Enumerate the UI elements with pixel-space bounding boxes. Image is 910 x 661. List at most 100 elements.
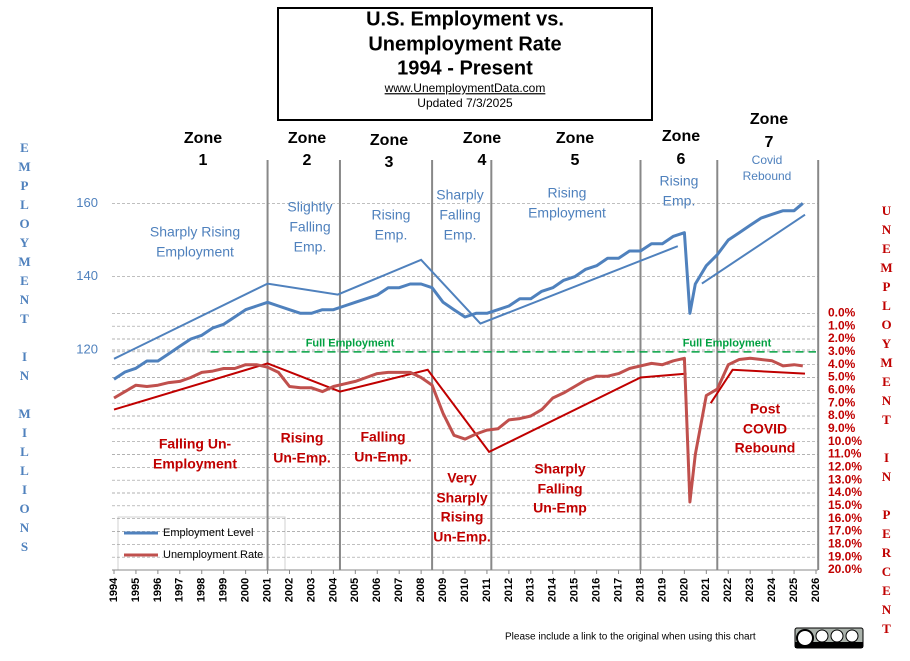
- unemployment-note: Falling: [537, 481, 582, 497]
- x-tick-label: 2003: [305, 578, 317, 602]
- updated-date: Updated 7/3/2025: [417, 96, 513, 110]
- x-tick-label: 1998: [196, 578, 208, 602]
- employment-note: Covid: [752, 153, 783, 167]
- y2-tick-label: 5.0%: [828, 370, 856, 384]
- unemployment-note: Post: [750, 401, 781, 417]
- zone-label: Zone: [288, 130, 326, 147]
- employment-note: Emp.: [663, 193, 696, 209]
- x-tick-label: 2021: [700, 578, 712, 602]
- x-tick-label: 2012: [503, 578, 515, 602]
- x-tick-label: 2017: [612, 578, 624, 602]
- y2-tick-label: 0.0%: [828, 306, 856, 320]
- employment-note: Rebound: [743, 169, 792, 183]
- y2-axis-label: UNEMPLOYMENT IN PERCENT: [879, 203, 894, 640]
- legend-label: Employment Level: [163, 527, 254, 539]
- x-tick-label: 2008: [415, 578, 427, 602]
- x-tick-label: 2014: [547, 577, 559, 602]
- employment-note: Employment: [528, 205, 606, 221]
- y2-tick-label: 7.0%: [828, 395, 856, 409]
- x-tick-label: 1997: [174, 578, 186, 602]
- title-box: [277, 7, 653, 121]
- unemployment-note: Un-Emp: [533, 500, 587, 516]
- y-tick-label: 140: [76, 268, 98, 283]
- x-tick-label: 2026: [810, 578, 822, 602]
- zone-label: Zone: [463, 130, 501, 147]
- y2-tick-label: 15.0%: [828, 498, 862, 512]
- employment-note: Falling: [439, 207, 480, 223]
- x-tick-label: 2007: [393, 578, 405, 602]
- unemployment-note: Falling Un-: [159, 436, 232, 452]
- unemployment-note: Rebound: [735, 440, 796, 456]
- y2-tick-label: 4.0%: [828, 357, 856, 371]
- x-tick-label: 2000: [240, 578, 252, 602]
- y2-tick-label: 11.0%: [828, 447, 862, 461]
- unemployment-note: Sharply: [436, 490, 488, 506]
- legend-label: Unemployment Rate: [163, 549, 263, 561]
- x-tick-label: 2018: [634, 578, 646, 602]
- y2-tick-label: 14.0%: [828, 485, 862, 499]
- x-tick-label: 2010: [459, 578, 471, 602]
- employment-note: Slightly: [287, 199, 332, 215]
- employment-note: Rising: [548, 185, 587, 201]
- x-tick-label: 2006: [371, 578, 383, 602]
- zone-number: 4: [478, 152, 487, 169]
- chart-title: U.S. Employment vs.: [366, 8, 564, 30]
- x-tick-label: 2004: [327, 577, 339, 602]
- trend-line: [113, 362, 806, 454]
- x-tick-label: 1999: [218, 578, 230, 602]
- y2-tick-label: 1.0%: [828, 318, 856, 332]
- chart-title: 1994 - Present: [397, 57, 533, 79]
- zone-number: 7: [765, 134, 774, 151]
- source-link[interactable]: www.UnemploymentData.com: [384, 81, 546, 95]
- x-tick-label: 2020: [678, 578, 690, 602]
- x-tick-label: 1994: [108, 577, 120, 602]
- employment-note: Sharply Rising: [150, 224, 240, 240]
- unemployment-note: Very: [447, 470, 477, 486]
- unemployment-note: Rising: [281, 430, 324, 446]
- trend-line: [113, 213, 806, 360]
- x-tick-label: 2002: [283, 578, 295, 602]
- x-tick-label: 2019: [656, 578, 668, 602]
- series-line: [113, 356, 804, 504]
- employment-note: Employment: [156, 244, 234, 260]
- cc-badge: [794, 627, 864, 649]
- x-tick-label: 2013: [525, 578, 537, 602]
- unemployment-note: Rising: [441, 509, 484, 525]
- y2-tick-label: 19.0%: [828, 549, 862, 563]
- y2-tick-label: 9.0%: [828, 421, 856, 435]
- zone-label: Zone: [370, 132, 408, 149]
- unemployment-note: Employment: [153, 456, 237, 472]
- x-tick-label: 1995: [130, 578, 142, 602]
- footer-note: Please include a link to the original wh…: [505, 632, 756, 643]
- employment-note: Emp.: [444, 227, 477, 243]
- series-line: [113, 202, 804, 381]
- full-employment-label: Full Employment: [306, 338, 395, 350]
- x-tick-label: 2024: [766, 577, 778, 602]
- x-tick-label: 2015: [569, 578, 581, 602]
- unemployment-note: Sharply: [534, 461, 586, 477]
- employment-note: Rising: [660, 173, 699, 189]
- x-tick-label: 2025: [788, 578, 800, 602]
- zone-label: Zone: [662, 128, 700, 145]
- zone-number: 6: [677, 151, 686, 168]
- zone-number: 1: [199, 152, 208, 169]
- x-tick-label: 2005: [349, 578, 361, 602]
- y2-tick-label: 17.0%: [828, 524, 862, 538]
- zone-label: Zone: [750, 111, 788, 128]
- y2-tick-label: 18.0%: [828, 537, 862, 551]
- y2-tick-label: 16.0%: [828, 511, 862, 525]
- x-tick-label: 2016: [591, 578, 603, 602]
- unemployment-note: Un-Emp.: [433, 529, 491, 545]
- y2-tick-label: 6.0%: [828, 383, 856, 397]
- y2-tick-label: 3.0%: [828, 344, 856, 358]
- unemployment-note: COVID: [743, 421, 787, 437]
- legend-box: [117, 516, 286, 571]
- zone-number: 2: [303, 152, 312, 169]
- employment-note: Emp.: [375, 227, 408, 243]
- employment-note: Emp.: [294, 239, 327, 255]
- employment-note: Sharply: [436, 187, 483, 203]
- employment-note: Rising: [372, 207, 411, 223]
- y-axis-label: EMPLOYMENT IN MILLIONS: [17, 140, 32, 558]
